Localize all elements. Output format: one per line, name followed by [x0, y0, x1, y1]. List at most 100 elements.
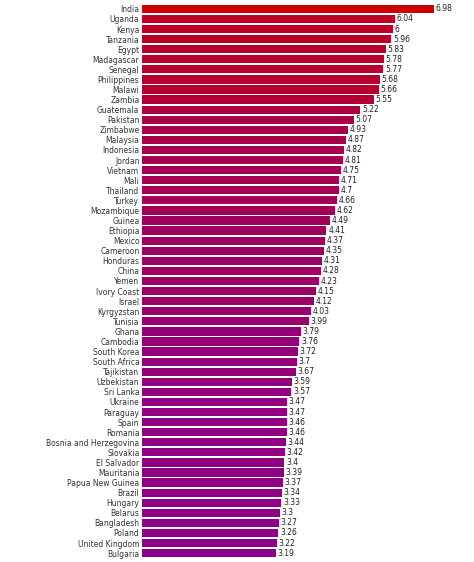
Bar: [142, 458, 284, 466]
Text: 4.23: 4.23: [320, 277, 337, 285]
Bar: [142, 418, 287, 426]
Text: 4.12: 4.12: [316, 297, 333, 306]
Bar: [142, 65, 383, 74]
Bar: [142, 75, 380, 84]
Text: 6: 6: [394, 25, 400, 34]
Text: 3.72: 3.72: [299, 347, 316, 356]
Bar: [142, 509, 280, 517]
Text: 3.57: 3.57: [293, 387, 310, 396]
Bar: [142, 126, 348, 134]
Bar: [142, 519, 279, 527]
Bar: [142, 368, 296, 376]
Bar: [142, 327, 301, 336]
Text: 5.22: 5.22: [362, 105, 379, 114]
Text: 4.75: 4.75: [342, 166, 359, 175]
Text: 4.15: 4.15: [317, 287, 334, 296]
Bar: [142, 25, 393, 33]
Bar: [142, 337, 299, 346]
Bar: [142, 136, 346, 144]
Bar: [142, 216, 330, 225]
Text: 5.96: 5.96: [393, 35, 410, 44]
Bar: [142, 196, 337, 205]
Text: 6.04: 6.04: [396, 15, 413, 24]
Bar: [142, 539, 277, 547]
Text: 3.47: 3.47: [289, 397, 306, 406]
Text: 4.37: 4.37: [327, 236, 344, 245]
Text: 4.49: 4.49: [331, 216, 348, 225]
Bar: [142, 15, 394, 23]
Text: 5.78: 5.78: [385, 55, 402, 64]
Bar: [142, 428, 287, 436]
Bar: [142, 478, 283, 487]
Text: 3.46: 3.46: [289, 428, 305, 437]
Bar: [142, 106, 360, 114]
Bar: [142, 388, 292, 396]
Text: 3.33: 3.33: [283, 498, 300, 507]
Text: 5.68: 5.68: [381, 75, 398, 84]
Bar: [142, 347, 298, 356]
Bar: [142, 237, 325, 245]
Bar: [142, 307, 310, 315]
Text: 3.76: 3.76: [301, 337, 318, 346]
Text: 3.37: 3.37: [285, 478, 301, 487]
Text: 3.59: 3.59: [294, 377, 311, 386]
Text: 3.19: 3.19: [277, 549, 294, 558]
Text: 4.82: 4.82: [345, 146, 362, 155]
Bar: [142, 267, 321, 275]
Text: 5.55: 5.55: [376, 95, 393, 104]
Text: 4.71: 4.71: [341, 176, 357, 185]
Text: 6.98: 6.98: [436, 4, 452, 13]
Bar: [142, 45, 386, 53]
Bar: [142, 226, 327, 235]
Bar: [142, 297, 314, 305]
Bar: [142, 4, 434, 13]
Bar: [142, 529, 278, 537]
Text: 4.03: 4.03: [312, 307, 329, 316]
Bar: [142, 549, 275, 558]
Bar: [142, 146, 344, 154]
Text: 4.28: 4.28: [323, 266, 339, 275]
Text: 5.77: 5.77: [385, 65, 402, 74]
Bar: [142, 277, 319, 285]
Bar: [142, 438, 286, 446]
Bar: [142, 357, 297, 366]
Bar: [142, 186, 338, 194]
Bar: [142, 398, 287, 406]
Text: 4.35: 4.35: [326, 246, 343, 255]
Text: 3.4: 3.4: [286, 458, 298, 467]
Text: 4.62: 4.62: [337, 206, 354, 215]
Text: 3.67: 3.67: [297, 367, 314, 376]
Text: 4.7: 4.7: [340, 186, 352, 195]
Bar: [142, 156, 343, 164]
Text: 4.41: 4.41: [328, 226, 345, 235]
Text: 3.27: 3.27: [281, 518, 297, 527]
Text: 3.42: 3.42: [287, 448, 304, 457]
Text: 4.81: 4.81: [345, 156, 362, 165]
Bar: [142, 448, 285, 456]
Bar: [142, 257, 322, 265]
Text: 3.99: 3.99: [310, 317, 328, 326]
Bar: [142, 166, 341, 174]
Text: 5.07: 5.07: [356, 115, 373, 124]
Text: 5.83: 5.83: [387, 44, 404, 54]
Bar: [142, 287, 316, 295]
Bar: [142, 116, 354, 124]
Bar: [142, 247, 324, 255]
Text: 3.44: 3.44: [288, 438, 305, 447]
Bar: [142, 35, 391, 43]
Text: 3.3: 3.3: [282, 508, 294, 518]
Text: 4.66: 4.66: [338, 196, 356, 205]
Text: 3.34: 3.34: [283, 488, 301, 497]
Text: 4.87: 4.87: [347, 135, 364, 144]
Text: 3.79: 3.79: [302, 327, 319, 336]
Bar: [142, 408, 287, 416]
Text: 4.31: 4.31: [324, 256, 341, 265]
Bar: [142, 488, 282, 497]
Bar: [142, 55, 384, 64]
Text: 3.47: 3.47: [289, 407, 306, 416]
Bar: [142, 317, 309, 325]
Bar: [142, 206, 335, 215]
Text: 3.46: 3.46: [289, 418, 305, 427]
Text: 5.66: 5.66: [380, 85, 397, 94]
Text: 3.7: 3.7: [299, 357, 310, 366]
